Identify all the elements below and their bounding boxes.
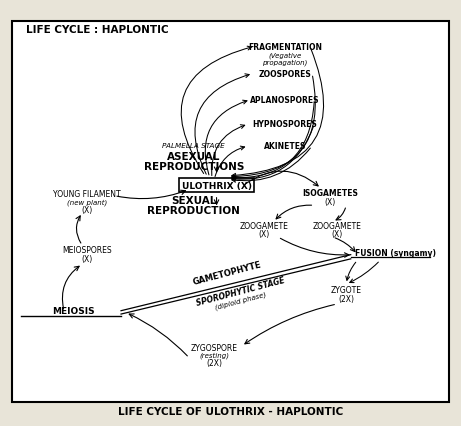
Text: LIFE CYCLE OF ULOTHRIX - HAPLONTIC: LIFE CYCLE OF ULOTHRIX - HAPLONTIC: [118, 406, 343, 416]
Text: MEIOSPORES: MEIOSPORES: [62, 245, 112, 254]
Text: propagation): propagation): [262, 60, 307, 66]
Text: ULOTHRIX (X): ULOTHRIX (X): [182, 181, 252, 190]
Text: MEIOSIS: MEIOSIS: [52, 306, 95, 316]
Text: ZOOGAMETE: ZOOGAMETE: [313, 221, 361, 230]
Text: (resting): (resting): [199, 352, 229, 358]
Text: ZOOGAMETE: ZOOGAMETE: [240, 221, 289, 230]
Text: ZYGOSPORE: ZYGOSPORE: [191, 343, 238, 352]
Text: SPOROPHYTIC STAGE: SPOROPHYTIC STAGE: [195, 275, 286, 307]
Text: (X): (X): [259, 230, 270, 239]
Text: (X): (X): [81, 205, 93, 214]
Text: PALMELLA STAGE: PALMELLA STAGE: [162, 143, 225, 149]
Text: (2X): (2X): [206, 358, 222, 367]
Text: (X): (X): [331, 230, 343, 239]
Text: AKINETES: AKINETES: [264, 142, 306, 151]
Text: APLANOSPORES: APLANOSPORES: [250, 96, 319, 105]
Text: (Vegative: (Vegative: [268, 52, 301, 59]
Text: (diploid phase): (diploid phase): [214, 291, 267, 310]
Text: ASEXUAL: ASEXUAL: [167, 151, 220, 161]
Text: ISOGAMETES: ISOGAMETES: [302, 189, 358, 198]
Text: GAMETOPHYTE: GAMETOPHYTE: [191, 259, 262, 286]
Text: REPRODUCTIONS: REPRODUCTIONS: [144, 162, 244, 172]
Text: (2X): (2X): [338, 294, 354, 303]
Text: (new plant): (new plant): [67, 199, 107, 206]
Text: ZYGOTE: ZYGOTE: [331, 285, 362, 294]
Text: REPRODUCTION: REPRODUCTION: [148, 206, 240, 216]
Text: YOUNG FILAMENT: YOUNG FILAMENT: [53, 190, 121, 199]
Text: (X): (X): [81, 254, 93, 263]
Text: LIFE CYCLE : HAPLONTIC: LIFE CYCLE : HAPLONTIC: [25, 25, 168, 35]
Text: (X): (X): [325, 198, 336, 207]
Text: FRAGMENTATION: FRAGMENTATION: [248, 43, 322, 52]
Text: HYPNOSPORES: HYPNOSPORES: [253, 120, 317, 129]
Text: FUSION (syngamy): FUSION (syngamy): [355, 248, 436, 257]
Text: SEXUAL: SEXUAL: [171, 196, 217, 205]
FancyBboxPatch shape: [12, 22, 449, 402]
Text: ZOOSPORES: ZOOSPORES: [259, 70, 311, 79]
